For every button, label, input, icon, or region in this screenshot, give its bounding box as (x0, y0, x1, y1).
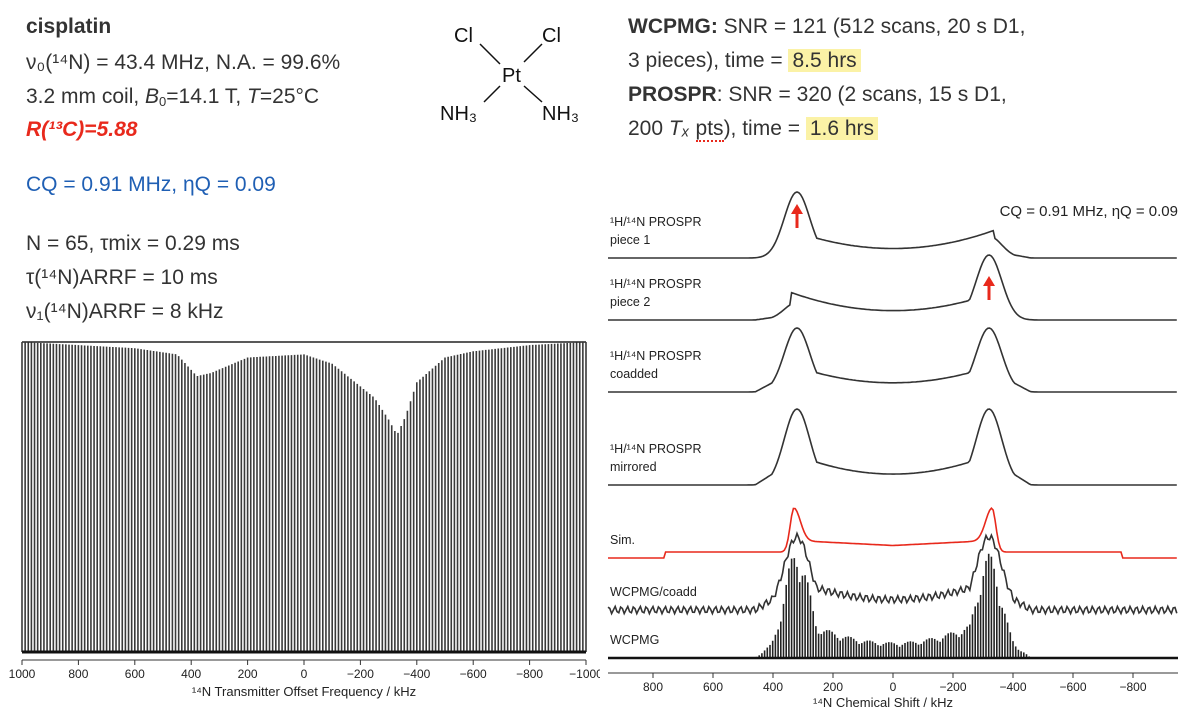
spectrum-label: ¹H/¹⁴N PROSPR (610, 349, 702, 363)
x-tick-label: 0 (890, 680, 897, 694)
temp-text: =25°C (259, 85, 320, 108)
spectrum-0 (608, 191, 1177, 259)
b0-sub: 0 (159, 94, 167, 109)
x-tick-label: −200 (347, 667, 374, 681)
spectrum-1 (608, 254, 1177, 321)
cq-annotation: CQ = 0.91 MHz, ηQ = 0.09 (1000, 203, 1178, 220)
wcpmg-text1: SNR = 121 (512 scans, 20 s D1, (717, 15, 1026, 38)
x-tick-label: 800 (643, 680, 663, 694)
nh3-right-label: NH₃ (542, 103, 579, 125)
spectrum-line (608, 254, 1177, 321)
spectrum-5 (607, 531, 1178, 616)
wcpmg-line1: WCPMG: SNR = 121 (512 scans, 20 s D1, (628, 14, 1025, 39)
x-tick-label: 400 (181, 667, 201, 681)
x-tick-label: 200 (238, 667, 258, 681)
wcpmg-time: 8.5 hrs (788, 49, 861, 72)
x-tick-label: 1000 (9, 667, 36, 681)
x-tick-label: 600 (125, 667, 145, 681)
spectrum-label: ¹H/¹⁴N PROSPR (610, 277, 702, 291)
cq-line: CQ = 0.91 MHz, ηQ = 0.09 (26, 173, 276, 196)
arrf-offset-chart: 1000 800 600 400 200 0 −200 −400 −600 −800 −1000 ¹⁴… (9, 341, 600, 699)
wcpmg-text2: 3 pieces), time = (628, 49, 789, 72)
echo-train-group (21, 342, 587, 652)
cl-left-label: Cl (454, 25, 473, 47)
x-axis-label: ¹⁴N Chemical Shift / kHz (813, 695, 953, 710)
x-tick-label: −800 (516, 667, 543, 681)
cl-right-label: Cl (542, 25, 561, 47)
nu1-arrf-line: ν₁(¹⁴N)ARRF = 8 kHz (26, 300, 224, 323)
spectrum-label: ¹H/¹⁴N PROSPR (610, 215, 702, 229)
spectrum-label: WCPMG/coadd (610, 585, 697, 599)
prospr-text2b: ), time = (723, 117, 806, 140)
x-tick-label: −1000 (569, 667, 600, 681)
spectrum-3 (608, 408, 1177, 486)
spectrum-2 (608, 327, 1177, 393)
bond-cl-right (523, 43, 543, 63)
spectrum-line (608, 191, 1177, 259)
b0-symbol: B (145, 85, 160, 108)
bond-nh3-left (483, 85, 501, 103)
pt-label: Pt (502, 65, 521, 87)
x-axis-label: ¹⁴N Transmitter Offset Frequency / kHz (192, 684, 416, 699)
arrow-piece1-head (791, 204, 803, 214)
spectra-stack-chart: ¹H/¹⁴N PROSPR piece 1 ¹H/¹⁴N PROSPR piece 2… (607, 191, 1178, 710)
x-tick-label: 0 (301, 667, 308, 681)
bond-nh3-right (523, 85, 543, 103)
spectrum-line (608, 408, 1177, 486)
prospr-line1: PROSPR: SNR = 320 (2 scans, 15 s D1, (628, 82, 1007, 107)
spectrum-sublabel: piece 2 (610, 295, 650, 309)
prospr-time: 1.6 hrs (805, 117, 879, 140)
spectrum-line (608, 327, 1177, 393)
x-tick-label: −200 (939, 680, 966, 694)
prospr-text2a: 200 (628, 117, 669, 140)
spectrum-line (608, 506, 1177, 559)
spectrum-sublabel: coadded (610, 367, 658, 381)
prospr-text1: : SNR = 320 (2 scans, 15 s D1, (716, 83, 1007, 106)
x-tick-label: −600 (460, 667, 487, 681)
x-tick-label: −600 (1059, 680, 1086, 694)
prospr-line2: 200 Tₓ pts), time = 1.6 hrs (628, 116, 879, 142)
coil-line: 3.2 mm coil, B0=14.1 T, T=25°C (26, 84, 319, 114)
nu0-line: ν₀(¹⁴N) = 43.4 MHz, N.A. = 99.6% (26, 51, 341, 74)
coil-text: 3.2 mm coil, (26, 85, 146, 108)
spectrum-sublabel: piece 1 (610, 233, 650, 247)
arrow-piece2-head (983, 276, 995, 286)
compound-name: cisplatin (26, 15, 112, 38)
bond-cl-left (479, 43, 501, 65)
x-tick-label: −400 (999, 680, 1026, 694)
prospr-tx: Tₓ (668, 117, 690, 140)
x-tick-label: −800 (1119, 680, 1146, 694)
t-symbol: T (247, 85, 260, 108)
spectrum-label: ¹H/¹⁴N PROSPR (610, 442, 702, 456)
r13c-value: R(¹³C)=5.88 (26, 118, 138, 141)
wcpmg-label: WCPMG: (628, 15, 718, 38)
cisplatin-structure-icon: Cl Cl Pt NH₃ NH₃ (440, 25, 579, 125)
x-tick-label: 200 (823, 680, 843, 694)
nh3-left-label: NH₃ (440, 103, 477, 125)
field-text: =14.1 T, (166, 85, 248, 108)
spectrum-4 (608, 506, 1177, 559)
spectrum-label: Sim. (610, 533, 635, 547)
spectrum-label: WCPMG (610, 633, 659, 647)
x-tick-label: 400 (763, 680, 783, 694)
spectrum-sublabel: mirrored (610, 460, 657, 474)
wcpmg-line2: 3 pieces), time = 8.5 hrs (628, 48, 861, 73)
x-tick-label: −400 (403, 667, 430, 681)
x-tick-label: 600 (703, 680, 723, 694)
n-tau-mix-line: N = 65, τmix = 0.29 ms (26, 232, 240, 255)
x-tick-label: 800 (68, 667, 88, 681)
prospr-pts: pts (695, 117, 724, 142)
tau-arrf-line: τ(¹⁴N)ARRF = 10 ms (26, 266, 218, 289)
spectrum-6 (608, 553, 1178, 660)
prospr-label: PROSPR (628, 83, 717, 106)
spectrum-line (607, 531, 1178, 616)
